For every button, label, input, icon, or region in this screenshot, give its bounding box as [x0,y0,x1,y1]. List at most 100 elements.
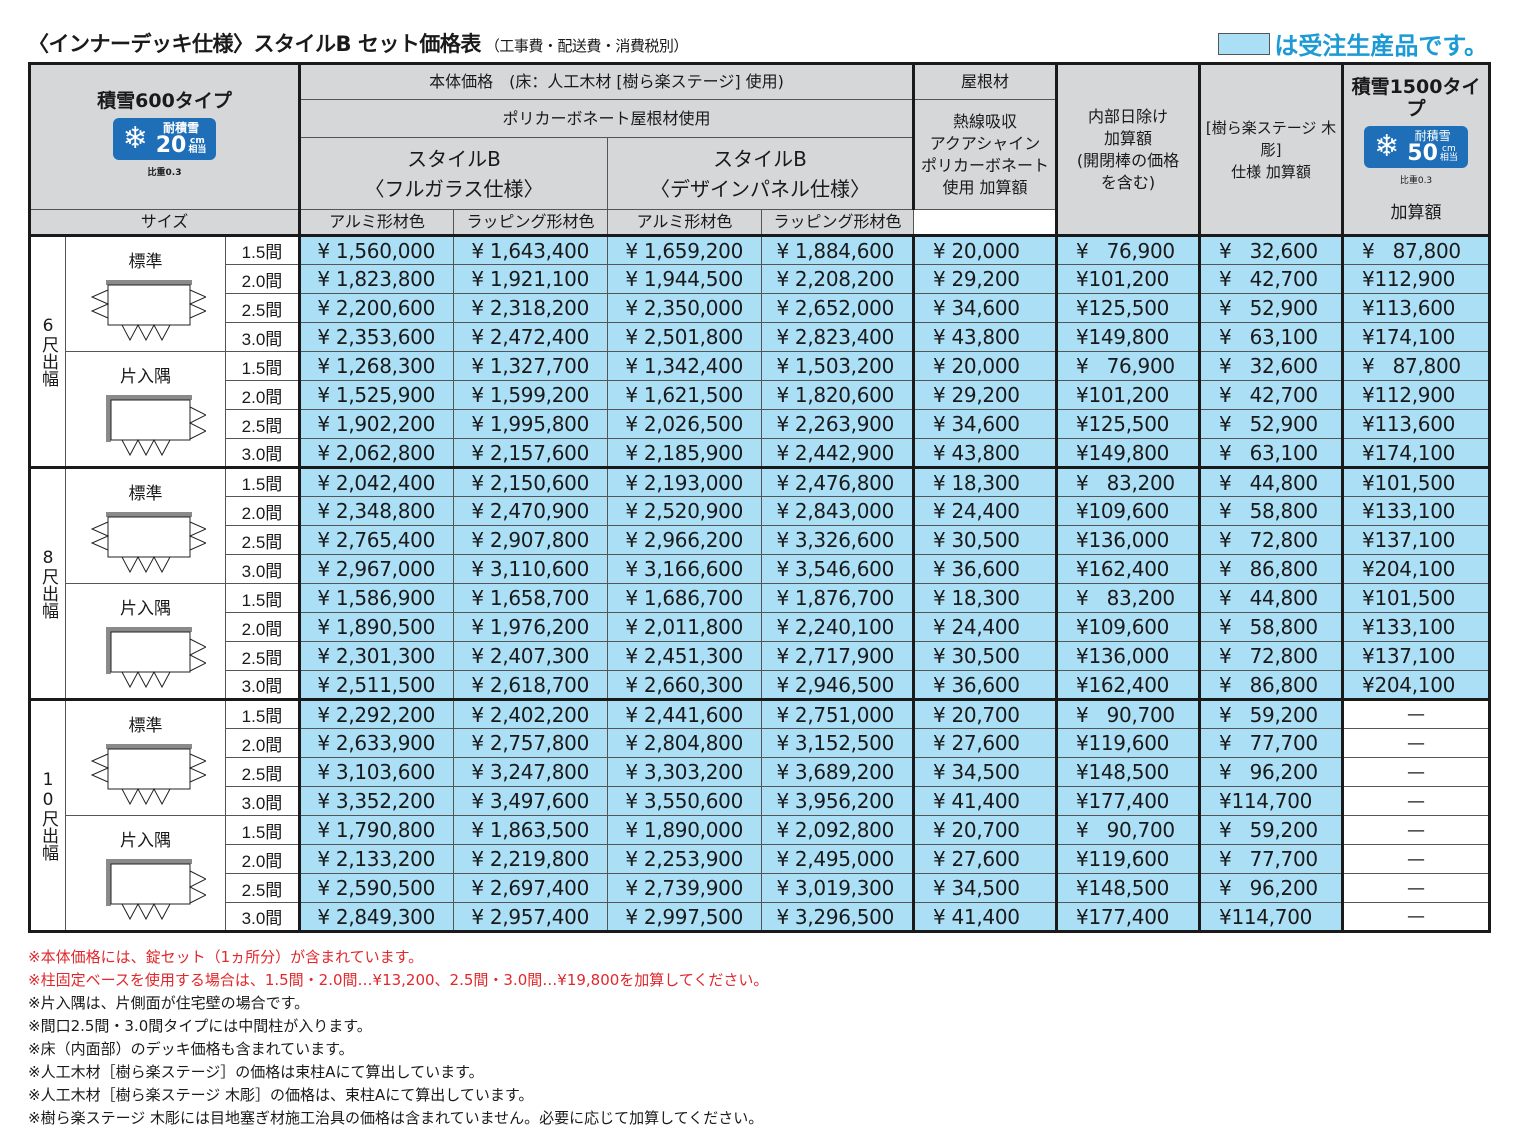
price-cell: ¥133,100 [1341,612,1491,642]
price-cell: ¥ 2,402,200 [453,698,608,729]
table-row: 3.0間 ¥ 2,849,300 ¥ 2,957,400 ¥ 2,997,500 ¥ 3… [30,902,1491,932]
price-cell: ¥ 2,353,600 [298,322,454,352]
price-cell: ¥113,600 [1341,409,1491,439]
standard-layout-diagram-icon [66,510,225,580]
price-cell: ¥149,800 [1055,322,1201,352]
price-cell: ¥ 3,296,500 [760,902,915,932]
size-cell: 2.5間 [225,409,300,439]
price-cell: ¥ 3,110,600 [453,554,608,584]
price-cell: ¥ 2,263,900 [760,409,915,439]
price-cell: — [1341,815,1491,845]
shape-label: 片入隅 [120,830,171,851]
price-cell: ¥ 32,600 [1198,234,1344,265]
price-cell: ¥ 63,100 [1198,438,1344,468]
shape-cell: 片入隅 [65,815,226,932]
price-cell: ¥ 2,957,400 [453,902,608,932]
type-1500-label: 積雪1500タイプ [1351,75,1481,120]
price-cell: ¥ 1,586,900 [298,583,454,613]
price-cell: ¥ 3,019,300 [760,873,915,903]
badge-unit-sub: 相当 [188,145,207,155]
price-cell: ¥ 1,686,700 [607,583,762,613]
price-cell: ¥ 86,800 [1198,670,1344,700]
price-cell: ¥ 77,700 [1198,844,1344,874]
price-cell: ¥ 36,600 [912,554,1058,584]
price-table: 積雪600タイプ ❄ 耐積雪 20 cm 相当 比重0.3 本体価格 (床：人工木材 … [28,62,1492,933]
price-cell: ¥174,100 [1341,322,1491,352]
price-cell: ¥ 20,000 [912,234,1058,265]
footnote: ※片入隅は、片側面が住宅壁の場合です。 [28,994,310,1012]
price-cell: ¥ 2,618,700 [453,670,608,700]
price-cell: ¥ 30,500 [912,641,1058,671]
size-cell: 2.0間 [225,380,300,410]
footnote: ※人工木材［樹ら楽ステージ 木彫］の価格は、束柱Aにて算出しています。 [28,1086,534,1104]
price-cell: ¥ 2,011,800 [607,612,762,642]
price-cell: ¥ 3,166,600 [607,554,762,584]
price-cell: ¥ 3,247,800 [453,757,608,787]
snow-load-badge-20: ❄ 耐積雪 20 cm 相当 [112,118,217,160]
badge-unit-sub: 相当 [1439,152,1458,163]
wrapping-header-2: ラッピング形材色 [760,209,915,236]
snow-load-badge-50: ❄ 耐積雪 50 cm 相当 [1364,125,1468,168]
price-cell: ¥ 1,863,500 [453,815,608,845]
footnotes: ※本体価格には、錠セット（1ヵ所分）が含まれています。 ※柱固定ベースを使用する場… [28,946,768,1130]
legend-swatch [1218,32,1271,55]
price-cell: ¥ 2,042,400 [298,466,454,497]
table-row: 6尺出幅 標準 1.5間 ¥ 1,560,000 ¥ 1,643,400 ¥ 1,659,… [29,234,1491,468]
mokucho-header: [樹ら楽ステージ 木彫] 仕様 加算額 [1198,63,1344,236]
table-row: 2.5間 ¥ 2,765,400 ¥ 2,907,800 ¥ 2,966,200 ¥ 3… [30,525,1491,555]
heat-absorb-header: 熱線吸収 アクアシャイン ポリカーボネート 使用 加算額 [912,99,1058,210]
badge-label: 耐積雪 [1414,128,1451,143]
price-cell: ¥148,500 [1055,873,1201,903]
price-cell: ¥ 27,600 [912,728,1058,758]
footnote: ※樹ら楽ステージ 木彫には目地塞ぎ材施工治具の価格は含まれていません。必要に応じ… [28,1109,764,1127]
style-sub: 〈デザインパネル仕様〉 [650,176,870,201]
standard-layout-diagram-icon [66,278,225,348]
price-cell: ¥ 1,884,600 [760,234,915,265]
price-cell: ¥125,500 [1055,409,1201,439]
price-cell: ¥ 32,600 [1198,351,1344,381]
price-cell: ¥ 2,150,600 [453,466,608,497]
badge-unit: cm [190,136,205,146]
price-cell: — [1341,698,1491,729]
price-cell: ¥ 3,303,200 [607,757,762,787]
price-cell: — [1341,902,1491,932]
price-cell: ¥174,100 [1341,438,1491,468]
badge-unit: cm [1442,143,1456,154]
corner-layout-diagram-icon [66,857,225,927]
price-cell: ¥ 3,326,600 [760,525,915,555]
size-cell: 1.5間 [225,234,300,265]
price-cell: ¥ 72,800 [1198,525,1344,555]
legend-text: は受注生産品です。 [1274,32,1488,60]
price-cell: ¥ 2,348,800 [298,496,454,526]
price-cell: ¥ 2,193,000 [607,466,762,497]
price-cell: ¥ 1,890,000 [607,815,762,845]
inner-shade-header: 内部日除け 加算額 (開閉棒の価格 を含む) [1055,63,1201,236]
price-cell: ¥ 2,026,500 [607,409,762,439]
size-cell: 2.5間 [225,525,300,555]
price-cell: ¥ 36,600 [912,670,1058,700]
price-cell: ¥ 58,800 [1198,496,1344,526]
size-cell: 2.0間 [225,844,300,874]
price-cell: ¥ 2,219,800 [453,844,608,874]
price-cell: ¥119,600 [1055,728,1201,758]
price-cell: ¥ 2,652,000 [760,293,915,323]
shape-label: 片入隅 [120,366,171,387]
price-cell: ¥162,400 [1055,554,1201,584]
size-cell: 2.0間 [225,264,300,294]
style-sub: 〈フルガラス仕様〉 [364,176,544,201]
table-row: 10尺出幅 標準 1.5間 ¥ 2,292,200 ¥ 2,402,200 ¥ 2,441… [29,698,1491,932]
price-cell: ¥ 2,739,900 [607,873,762,903]
price-cell: ¥ 30,500 [912,525,1058,555]
price-cell: ¥ 20,700 [912,698,1058,729]
title-subtitle: （工事費・配送費・消費税別） [484,37,689,55]
price-cell: ¥ 1,621,500 [607,380,762,410]
price-cell: ¥ 2,697,400 [453,873,608,903]
depth-label: 10尺出幅 [29,698,66,932]
type-600-header: 積雪600タイプ ❄ 耐積雪 20 cm 相当 比重0.3 [29,63,300,210]
price-cell: ¥ 1,659,200 [607,234,762,265]
price-cell: ¥ 2,470,900 [453,496,608,526]
price-cell: ¥137,100 [1341,641,1491,671]
price-cell: ¥ 1,342,400 [607,351,762,381]
price-cell: ¥ 96,200 [1198,757,1344,787]
price-cell: ¥ 34,500 [912,873,1058,903]
